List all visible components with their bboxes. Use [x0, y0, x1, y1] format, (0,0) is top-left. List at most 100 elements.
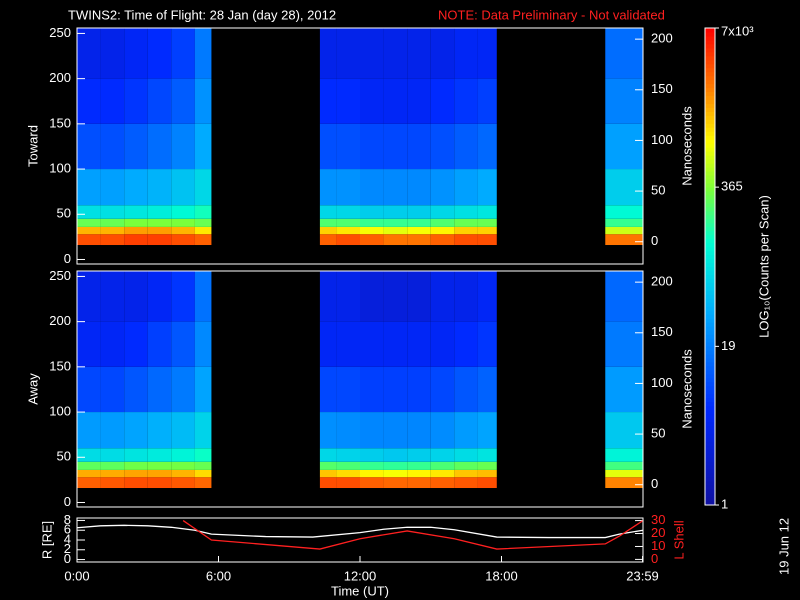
heatmap-cell: [171, 226, 195, 235]
heatmap-cell: [430, 123, 455, 170]
colorbar-swatch: [705, 469, 715, 474]
heatmap-cell: [147, 234, 172, 246]
colorbar-swatch: [705, 401, 715, 407]
colorbar-swatch: [705, 373, 715, 379]
heatmap-cell: [194, 123, 212, 170]
heatmap-cell: [430, 366, 455, 413]
heatmap-cell: [605, 448, 643, 462]
colorbar-swatch: [705, 222, 715, 228]
heatmap-cell: [77, 412, 101, 449]
colorbar-frame: [704, 27, 716, 506]
colorbar-swatch: [705, 206, 715, 212]
colorbar-swatch: [705, 75, 715, 81]
heatmap-cell: [171, 205, 195, 219]
heatmap-cell: [430, 321, 455, 367]
colorbar-swatch: [705, 63, 715, 69]
heatmap-cell: [124, 28, 148, 79]
y2-tick-label: 100: [651, 375, 673, 390]
colorbar-swatch: [705, 310, 715, 315]
heatmap-cell: [407, 469, 431, 478]
heatmap-cell: [383, 123, 408, 170]
heatmap-cell: [336, 271, 360, 322]
heatmap-cell: [100, 234, 125, 246]
heatmap-cell: [336, 412, 360, 449]
colorbar-swatch: [705, 202, 715, 208]
heatmap-cell: [100, 205, 125, 219]
heatmap-cell: [124, 271, 148, 322]
heatmap-cell: [336, 169, 360, 206]
colorbar-swatch: [705, 103, 715, 108]
colorbar-swatch: [705, 445, 715, 450]
date-stamp: 19 Jun 12: [776, 518, 791, 575]
heatmap-cell: [171, 169, 195, 206]
y-axis-label: Toward: [25, 125, 40, 167]
heatmap-cell: [147, 469, 172, 478]
colorbar-swatch: [705, 377, 715, 383]
heatmap-cell: [360, 28, 384, 79]
heatmap-cell: [77, 271, 101, 322]
colorbar-swatch: [705, 322, 715, 327]
colorbar-swatch: [705, 183, 715, 188]
colorbar-swatch: [705, 477, 715, 482]
heatmap-cell: [100, 461, 125, 470]
heatmap-cell: [77, 461, 101, 470]
y-tick-label: 50: [57, 206, 71, 221]
colorbar-swatch: [705, 338, 715, 343]
colorbar-swatch: [705, 346, 715, 351]
y-tick-label: 100: [49, 160, 71, 175]
heatmap-cell: [360, 271, 384, 322]
heatmap-cell: [336, 469, 360, 478]
colorbar-swatch: [705, 334, 715, 339]
colorbar-swatch: [705, 441, 715, 446]
heatmap-cell: [360, 234, 384, 246]
heatmap-cell: [319, 321, 337, 367]
colorbar-swatch: [705, 405, 715, 411]
heatmap-cell: [407, 28, 431, 79]
colorbar-swatch: [705, 238, 715, 244]
y-tick-label: 250: [49, 268, 71, 283]
colorbar-swatch: [705, 417, 715, 423]
heatmap-cell: [477, 448, 497, 462]
heatmap-cell: [360, 218, 384, 227]
heatmap-cell: [360, 169, 384, 206]
colorbar-swatch: [705, 226, 715, 232]
colorbar-swatch: [705, 294, 715, 299]
colorbar-swatch: [705, 159, 715, 164]
heatmap-cell: [100, 78, 125, 124]
heatmap-cell: [407, 123, 431, 170]
y2-tick-label: 100: [651, 132, 673, 147]
colorbar-swatch: [705, 59, 715, 65]
colorbar-swatch: [705, 39, 715, 45]
y-tick-label: 100: [49, 403, 71, 418]
heatmap-cell: [171, 321, 195, 367]
heatmap-cell: [147, 205, 172, 219]
colorbar-swatch: [705, 465, 715, 470]
colorbar-swatch: [705, 314, 715, 319]
colorbar-swatch: [705, 298, 715, 303]
heatmap-cell: [430, 218, 455, 227]
colorbar-swatch: [705, 385, 715, 391]
heatmap-cell: [477, 461, 497, 470]
heatmap-cell: [336, 366, 360, 413]
heatmap-cell: [430, 448, 455, 462]
heatmap-cell: [477, 234, 497, 246]
heatmap-cell: [477, 271, 497, 322]
colorbar-swatch: [705, 111, 715, 116]
heatmap-cell: [477, 412, 497, 449]
heatmap-cell: [477, 226, 497, 235]
heatmap-cell: [454, 321, 478, 367]
heatmap-cell: [454, 123, 478, 170]
heatmap-cell: [124, 78, 148, 124]
y-axis-label: R [RE]: [39, 521, 54, 559]
y2-tick-label: 0: [651, 233, 658, 248]
heatmap-cell: [77, 123, 101, 170]
colorbar-swatch: [705, 262, 715, 267]
colorbar-swatch: [705, 489, 715, 494]
heatmap-cell: [407, 218, 431, 227]
colorbar-swatch: [705, 393, 715, 399]
heatmap-cell: [336, 461, 360, 470]
heatmap-cell: [171, 477, 195, 489]
heatmap-cell: [605, 28, 643, 79]
colorbar-tick-label: 1: [721, 496, 728, 511]
